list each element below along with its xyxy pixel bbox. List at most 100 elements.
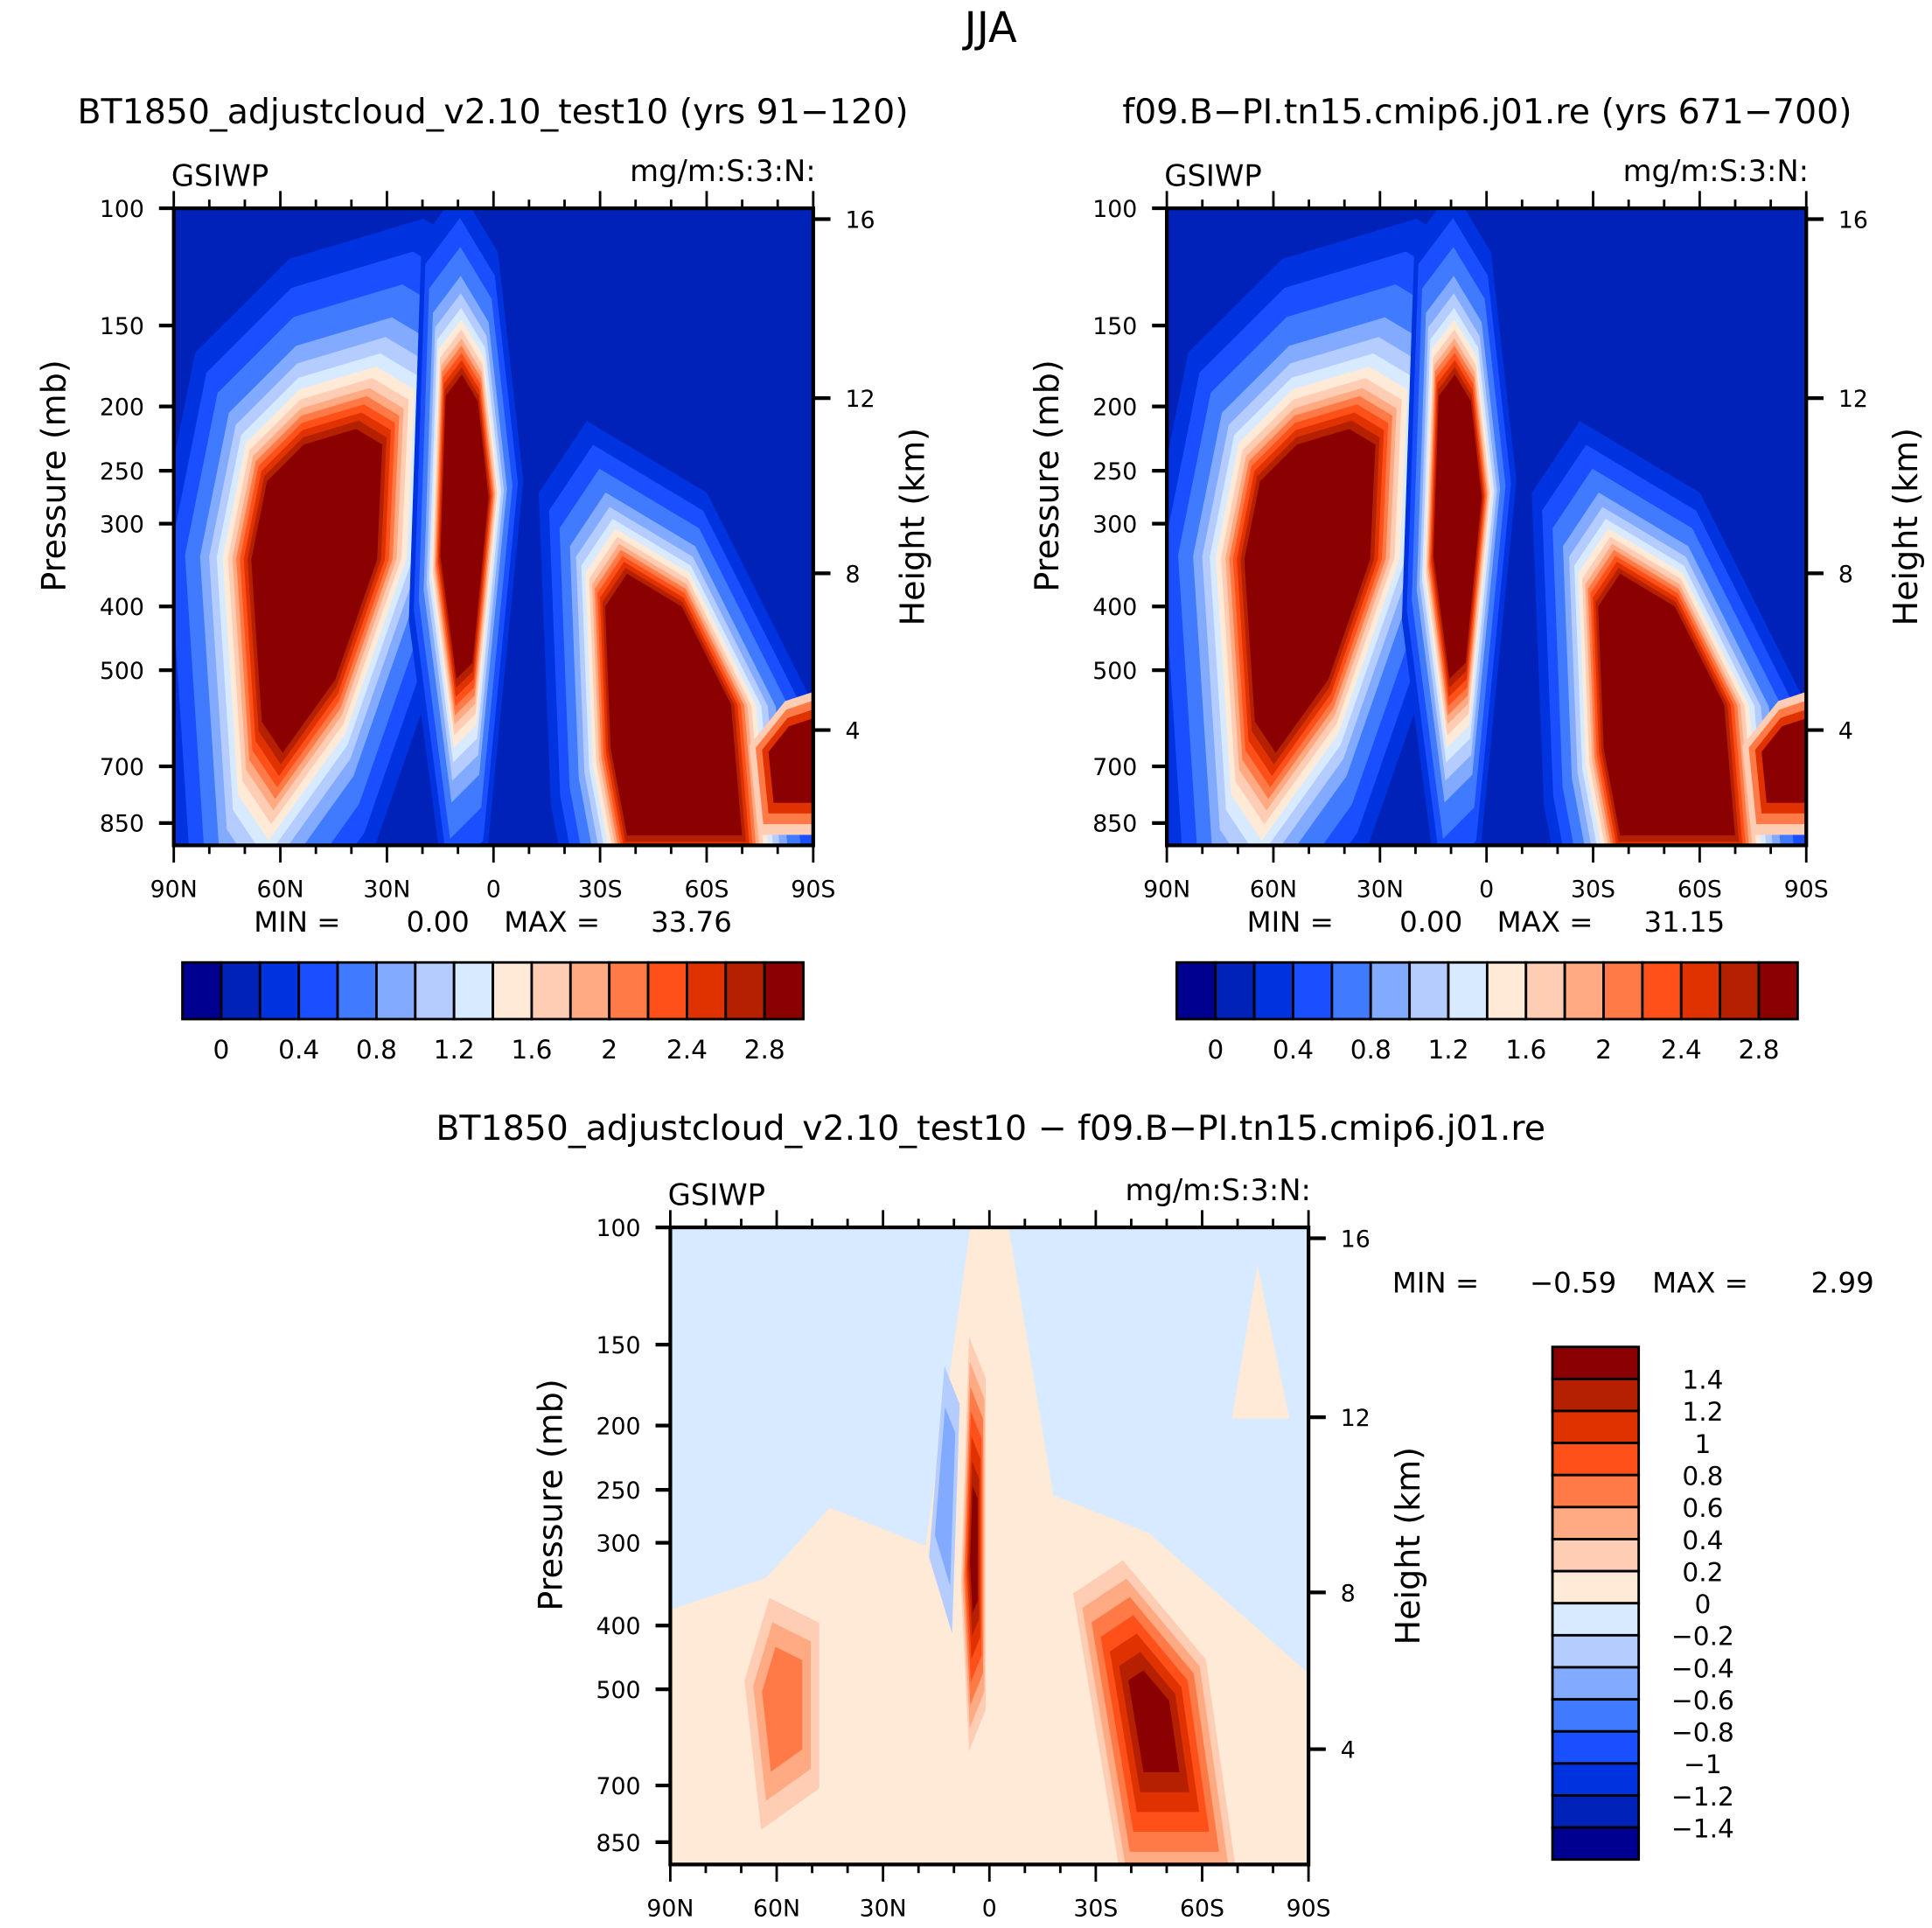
colorbar-label: −1.2 [1671,1782,1734,1812]
colorbar-label: 1.2 [434,1035,475,1065]
colorbar-label: 2.8 [744,1035,785,1065]
colorbar-swatch [1551,1505,1641,1540]
y-tick-label: 300 [596,1530,641,1557]
y-right-tick-label: 8 [845,561,860,588]
min-value: 0.00 [407,905,470,939]
colorbar-label: 0.4 [1682,1526,1723,1555]
colorbar-label: 0 [1694,1589,1711,1619]
y-tick-label: 250 [596,1477,641,1505]
x-tick-label: 90N [646,1896,694,1923]
x-tick-label: 60N [753,1896,800,1923]
x-tick-label: 0 [1479,877,1494,904]
y-right-tick-label: 4 [845,717,860,744]
colorbar-swatch [220,961,262,1021]
y-tick-label: 700 [596,1773,641,1800]
contour-level-1 [934,1407,956,1586]
x-tick-label: 60S [1677,877,1722,904]
colorbar-label: 1.6 [511,1035,552,1065]
colorbar-swatch [1602,961,1644,1021]
colorbar-swatch [414,961,456,1021]
y-tick-label: 300 [1092,511,1137,538]
colorbar-swatch [1408,961,1450,1021]
colorbar-swatch [1551,1794,1641,1829]
y-tick-label: 850 [596,1830,641,1857]
colorbar-label: 0.8 [356,1035,397,1065]
y-right-tick-label: 8 [1838,561,1853,588]
y-tick-label: 500 [1092,658,1137,685]
max-label: MAX = [1652,1267,1748,1300]
contour-level-2 [762,1646,803,1772]
colorbar-swatch [1524,961,1566,1021]
colorbar-swatch [608,961,650,1021]
colorbar-swatch [1330,961,1372,1021]
x-tick-label: 30N [860,1896,907,1923]
x-tick-label: 0 [486,877,501,904]
colorbar-swatch [1641,961,1683,1021]
x-tick-label: 90S [791,877,835,904]
colorbar-swatch [1551,1729,1641,1765]
x-tick-label: 0 [982,1896,997,1923]
x-tick-label: 90S [1784,877,1829,904]
y-tick-label: 850 [100,811,144,838]
colorbar-swatch [1551,1602,1641,1637]
y-tick-label: 250 [1092,458,1137,485]
panel-title: BT1850_adjustcloud_v2.10_test10 (yrs 91−… [77,92,908,132]
colorbar-swatch [1551,1409,1641,1445]
units-label: mg/m:S:3:N: [1125,1173,1310,1207]
x-tick-label: 30N [1357,877,1404,904]
colorbar-swatch [1551,1538,1641,1573]
min-label: MIN = [254,905,340,939]
colorbar-swatch [1551,1633,1641,1669]
colorbar-label: 2.4 [666,1035,708,1065]
y-tick-label: 700 [100,754,144,781]
colorbar-label: 2.8 [1738,1035,1779,1065]
colorbar-label: 0 [1207,1035,1224,1065]
colorbar-swatch [1175,961,1217,1021]
max-value: 33.76 [651,905,732,939]
contour-level-13 [440,374,489,680]
colorbar-label: 0.8 [1682,1461,1723,1491]
panel-title: f09.B−PI.tn15.cmip6.j01.re (yrs 671−700) [1122,92,1852,132]
colorbar-swatch [1719,961,1761,1021]
colorbar-label: 0.6 [1682,1493,1723,1523]
y-right-tick-label: 16 [1838,206,1868,234]
colorbar-swatch [1551,1698,1641,1733]
colorbar-label: 1 [1694,1429,1711,1459]
colorbar-swatch [1551,1345,1641,1380]
contour-field [1167,208,1807,846]
contour-level-13 [1598,573,1735,836]
colorbar-swatch [492,961,534,1021]
colorbar-swatch [1563,961,1605,1021]
colorbar-label: −1.4 [1671,1813,1734,1843]
colorbar-swatch [686,961,728,1021]
colorbar-swatch [1551,1377,1641,1413]
units-label: mg/m:S:3:N: [1623,154,1809,188]
colorbar-label: 0.8 [1350,1035,1391,1065]
y-right-axis-label: Height (km) [1389,1447,1427,1645]
contour-level-6 [1128,1670,1180,1772]
contour-level-13 [1433,374,1482,680]
colorbar-swatch [1551,1569,1641,1605]
contour-positive-region [1231,1265,1290,1419]
colorbar-label: 2 [601,1035,617,1065]
colorbar-swatch [1485,961,1528,1021]
colorbar-label: 1.2 [1682,1397,1723,1427]
y-right-tick-label: 12 [1341,1405,1371,1432]
colorbar-swatch [568,961,611,1021]
y-right-axis-label: Height (km) [894,428,932,625]
y-tick-label: 500 [100,658,144,685]
y-tick-label: 200 [1092,394,1137,421]
y-tick-label: 200 [100,394,144,421]
x-tick-label: 60N [257,877,304,904]
max-label: MAX = [1497,905,1594,939]
variable-label: GSIWP [171,159,269,193]
colorbar-label: −1 [1684,1750,1722,1779]
y-right-tick-label: 8 [1341,1580,1356,1607]
figure-title: JJA [962,4,1017,52]
contour-level-6 [970,1485,978,1614]
colorbar-label: 2.4 [1661,1035,1702,1065]
colorbar-swatch [1679,961,1722,1021]
max-value: 2.99 [1811,1267,1874,1300]
panel-title: BT1850_adjustcloud_v2.10_test10 − f09.B−… [436,1108,1545,1149]
